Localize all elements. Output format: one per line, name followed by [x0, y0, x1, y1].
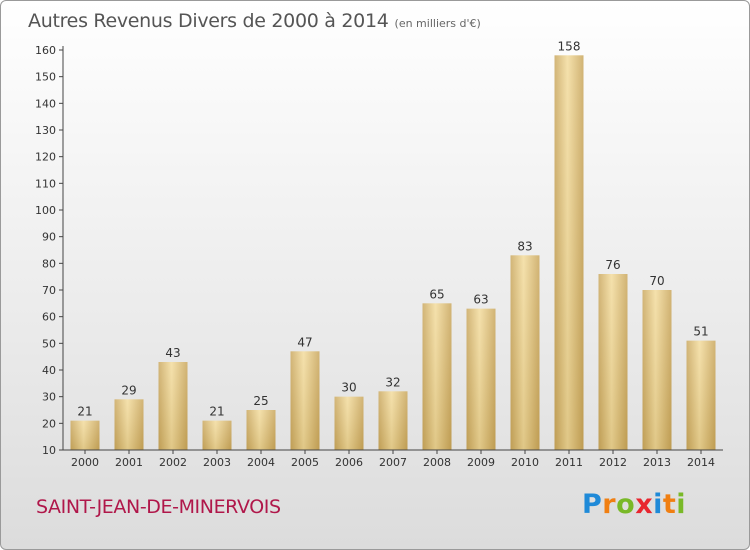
bar-value-label: 21 — [209, 405, 224, 419]
y-tick-label: 130 — [35, 124, 56, 137]
y-tick-label: 40 — [42, 364, 56, 377]
logo-letter: i — [653, 489, 663, 520]
y-tick-label: 90 — [42, 231, 56, 244]
x-tick-label: 2000 — [71, 456, 99, 469]
y-tick-label: 20 — [42, 417, 56, 430]
chart-title-unit: (en milliers d'€) — [394, 17, 481, 30]
bar-value-label: 25 — [253, 394, 268, 408]
y-tick-label: 160 — [35, 44, 56, 57]
y-tick-label: 10 — [42, 444, 56, 457]
x-tick-label: 2010 — [511, 456, 539, 469]
x-tick-label: 2009 — [467, 456, 495, 469]
data-labels: 21 29 43 21 25 47 30 32 65 63 83 158 76 70 51 — [77, 39, 708, 418]
bar-value-label: 43 — [165, 346, 180, 360]
bar-value-label: 63 — [473, 293, 488, 307]
chart-title-text: Autres Revenus Divers de 2000 à 2014 — [28, 10, 389, 32]
x-tick-label: 2002 — [159, 456, 187, 469]
x-tick-label: 2005 — [291, 456, 319, 469]
bars — [70, 55, 716, 450]
y-tick-label: 140 — [35, 97, 56, 110]
bar-shade — [158, 362, 188, 450]
x-tick-label: 2013 — [643, 456, 671, 469]
bar-shade — [334, 396, 364, 450]
logo-letter: P — [582, 489, 603, 520]
y-tick-label: 100 — [35, 204, 56, 217]
bar-value-label: 83 — [517, 239, 532, 253]
x-tick-label: 2007 — [379, 456, 407, 469]
bar-value-label: 47 — [297, 335, 312, 349]
y-tick-label: 70 — [42, 284, 56, 297]
bar-value-label: 76 — [605, 258, 620, 272]
bar-shade — [70, 420, 100, 450]
bar-value-label: 51 — [693, 325, 708, 339]
logo-letter: o — [616, 489, 636, 520]
x-tick-label: 2012 — [599, 456, 627, 469]
y-tick-label: 110 — [35, 177, 56, 190]
bar-shade — [554, 55, 584, 450]
x-tick-label: 2006 — [335, 456, 363, 469]
bar-value-label: 30 — [341, 381, 356, 395]
x-tick-label: 2003 — [203, 456, 231, 469]
bar-shade — [686, 340, 716, 450]
bar-value-label: 158 — [558, 39, 581, 53]
bar-shade — [378, 391, 408, 450]
logo-letter: i — [676, 489, 687, 520]
y-tick-label: 30 — [42, 391, 56, 404]
bar-shade — [422, 303, 452, 450]
x-tick-label: 2011 — [555, 456, 583, 469]
y-tick-label: 60 — [42, 311, 56, 324]
commune-name: SAINT-JEAN-DE-MINERVOIS — [36, 496, 281, 518]
bar-shade — [114, 399, 144, 450]
bar-shade — [290, 351, 320, 450]
logo-letter: x — [635, 489, 654, 520]
logo-letter: t — [662, 489, 677, 520]
bar-shade — [642, 290, 672, 450]
bar-shade — [510, 255, 540, 450]
y-tick-label: 120 — [35, 151, 56, 164]
x-tick-label: 2014 — [687, 456, 715, 469]
x-tick-label: 2008 — [423, 456, 451, 469]
x-tick-label: 2001 — [115, 456, 143, 469]
x-axis: 2000 2001 2002 2003 2004 2005 2006 2007 2008 2009… — [63, 449, 723, 469]
logo-letter: r — [602, 489, 617, 520]
x-tick-label: 2004 — [247, 456, 275, 469]
bar-value-label: 32 — [385, 375, 400, 389]
y-axis: 10 20 30 40 50 60 70 80 90 100 110 120 130 140 150 160 — [35, 44, 64, 457]
bar-value-label: 65 — [429, 287, 444, 301]
bar-shade — [246, 410, 276, 450]
bar-shade — [598, 274, 628, 450]
bar-value-label: 29 — [121, 383, 136, 397]
y-tick-label: 50 — [42, 337, 56, 350]
bar-value-label: 21 — [77, 405, 92, 419]
bar-shade — [466, 308, 496, 450]
bar-value-label: 70 — [649, 274, 664, 288]
proxiti-logo: Proxiti — [582, 489, 686, 520]
y-tick-label: 80 — [42, 257, 56, 270]
bar-shade — [202, 420, 232, 450]
y-tick-label: 150 — [35, 71, 56, 84]
chart-title: Autres Revenus Divers de 2000 à 2014 (en … — [28, 10, 481, 32]
